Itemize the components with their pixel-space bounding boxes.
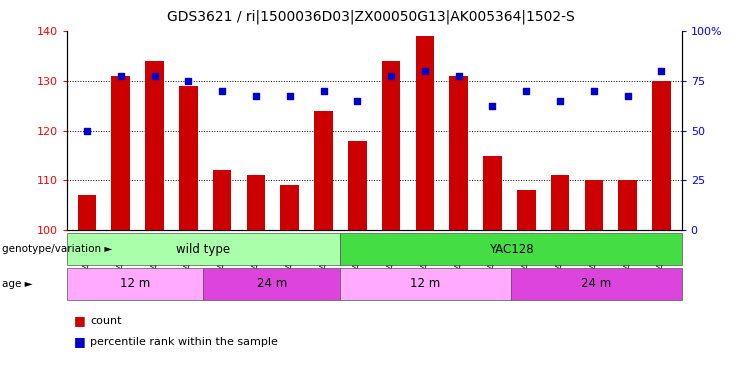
Bar [179,86,198,230]
Text: ■: ■ [74,335,86,348]
Bar [517,190,536,230]
Bar [483,156,502,230]
Text: 24 m: 24 m [256,277,287,290]
Text: age ►: age ► [2,279,33,289]
Bar [382,61,400,230]
Point [622,93,634,99]
Text: count: count [90,316,122,326]
Point [149,73,161,79]
Point [554,98,566,104]
Point [487,103,499,109]
Point [81,127,93,134]
Text: GDS3621 / ri|1500036D03|ZX00050G13|AK005364|1502-S: GDS3621 / ri|1500036D03|ZX00050G13|AK005… [167,10,574,24]
Point [182,78,194,84]
Text: percentile rank within the sample: percentile rank within the sample [90,337,279,347]
Point [216,88,228,94]
Bar [348,141,367,230]
Text: genotype/variation ►: genotype/variation ► [2,244,113,254]
Bar [551,175,569,230]
Point [656,68,668,74]
Bar [78,195,96,230]
Bar [585,180,603,230]
Point [284,93,296,99]
Bar [314,111,333,230]
Point [520,88,532,94]
Point [419,68,431,74]
Bar [416,36,434,230]
Bar [618,180,637,230]
Point [115,73,127,79]
Text: 24 m: 24 m [581,277,611,290]
Bar [111,76,130,230]
Point [351,98,363,104]
Bar [145,61,164,230]
Point [453,73,465,79]
Bar [247,175,265,230]
Text: YAC128: YAC128 [488,243,534,256]
Bar [280,185,299,230]
Point [318,88,330,94]
Text: 12 m: 12 m [120,277,150,290]
Text: wild type: wild type [176,243,230,256]
Point [250,93,262,99]
Text: 12 m: 12 m [411,277,441,290]
Point [385,73,397,79]
Bar [652,81,671,230]
Bar [213,170,231,230]
Bar [449,76,468,230]
Point [588,88,599,94]
Text: ■: ■ [74,314,86,327]
